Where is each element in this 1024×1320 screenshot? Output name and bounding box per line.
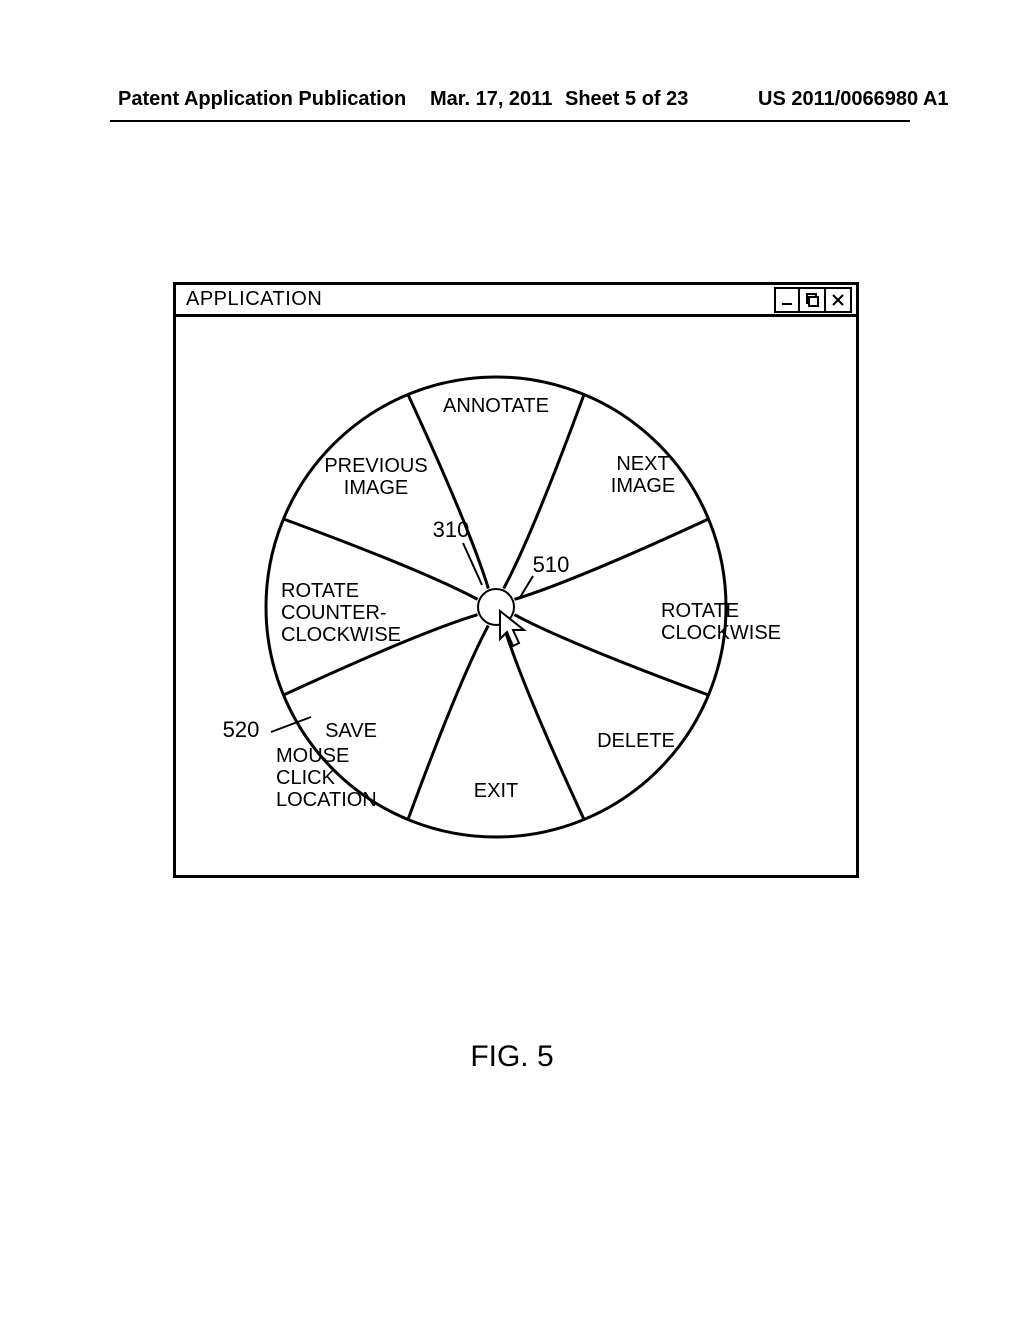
header-sheet: Sheet 5 of 23 bbox=[565, 88, 688, 111]
ref-510: 510 bbox=[533, 552, 570, 577]
pie-slice-label[interactable]: EXIT bbox=[474, 780, 518, 802]
close-button[interactable] bbox=[826, 287, 852, 313]
pie-slice-label[interactable]: NEXTIMAGE bbox=[611, 453, 675, 497]
maximize-button[interactable] bbox=[800, 287, 826, 313]
window-title: APPLICATION bbox=[186, 288, 322, 311]
header-date: Mar. 17, 2011 bbox=[430, 88, 552, 111]
app-window: APPLICATION bbox=[173, 282, 859, 878]
pie-slice-label[interactable]: SAVE bbox=[325, 720, 377, 742]
pie-menu[interactable]: ANNOTATE NEXTIMAGE ROTATECLOCKWISE DELETE EX… bbox=[176, 317, 856, 875]
minimize-button[interactable] bbox=[774, 287, 800, 313]
pie-slice-label[interactable]: ROTATECOUNTER-CLOCKWISE bbox=[281, 580, 401, 646]
figure-label: FIG. 5 bbox=[0, 1040, 1024, 1074]
ref-520: 520 bbox=[223, 717, 260, 742]
maximize-icon bbox=[804, 292, 820, 308]
header-docno: US 2011/0066980 A1 bbox=[758, 88, 949, 111]
leader-520 bbox=[271, 717, 311, 732]
header-rule bbox=[110, 120, 910, 122]
titlebar: APPLICATION bbox=[176, 285, 856, 317]
pie-slice-label[interactable]: DELETE bbox=[597, 730, 675, 752]
header-publication: Patent Application Publication bbox=[118, 88, 406, 111]
ref-520-text: MOUSECLICKLOCATION bbox=[276, 745, 377, 811]
window-controls bbox=[774, 287, 852, 313]
pie-spoke bbox=[408, 395, 488, 589]
close-icon bbox=[830, 292, 846, 308]
pie-slice-label[interactable]: ROTATECLOCKWISE bbox=[661, 600, 781, 644]
pie-slice-label[interactable]: PREVIOUSIMAGE bbox=[324, 455, 427, 499]
pie-slice-label[interactable]: ANNOTATE bbox=[443, 395, 549, 417]
ref-310: 310 bbox=[433, 517, 470, 542]
minimize-icon bbox=[779, 292, 795, 308]
